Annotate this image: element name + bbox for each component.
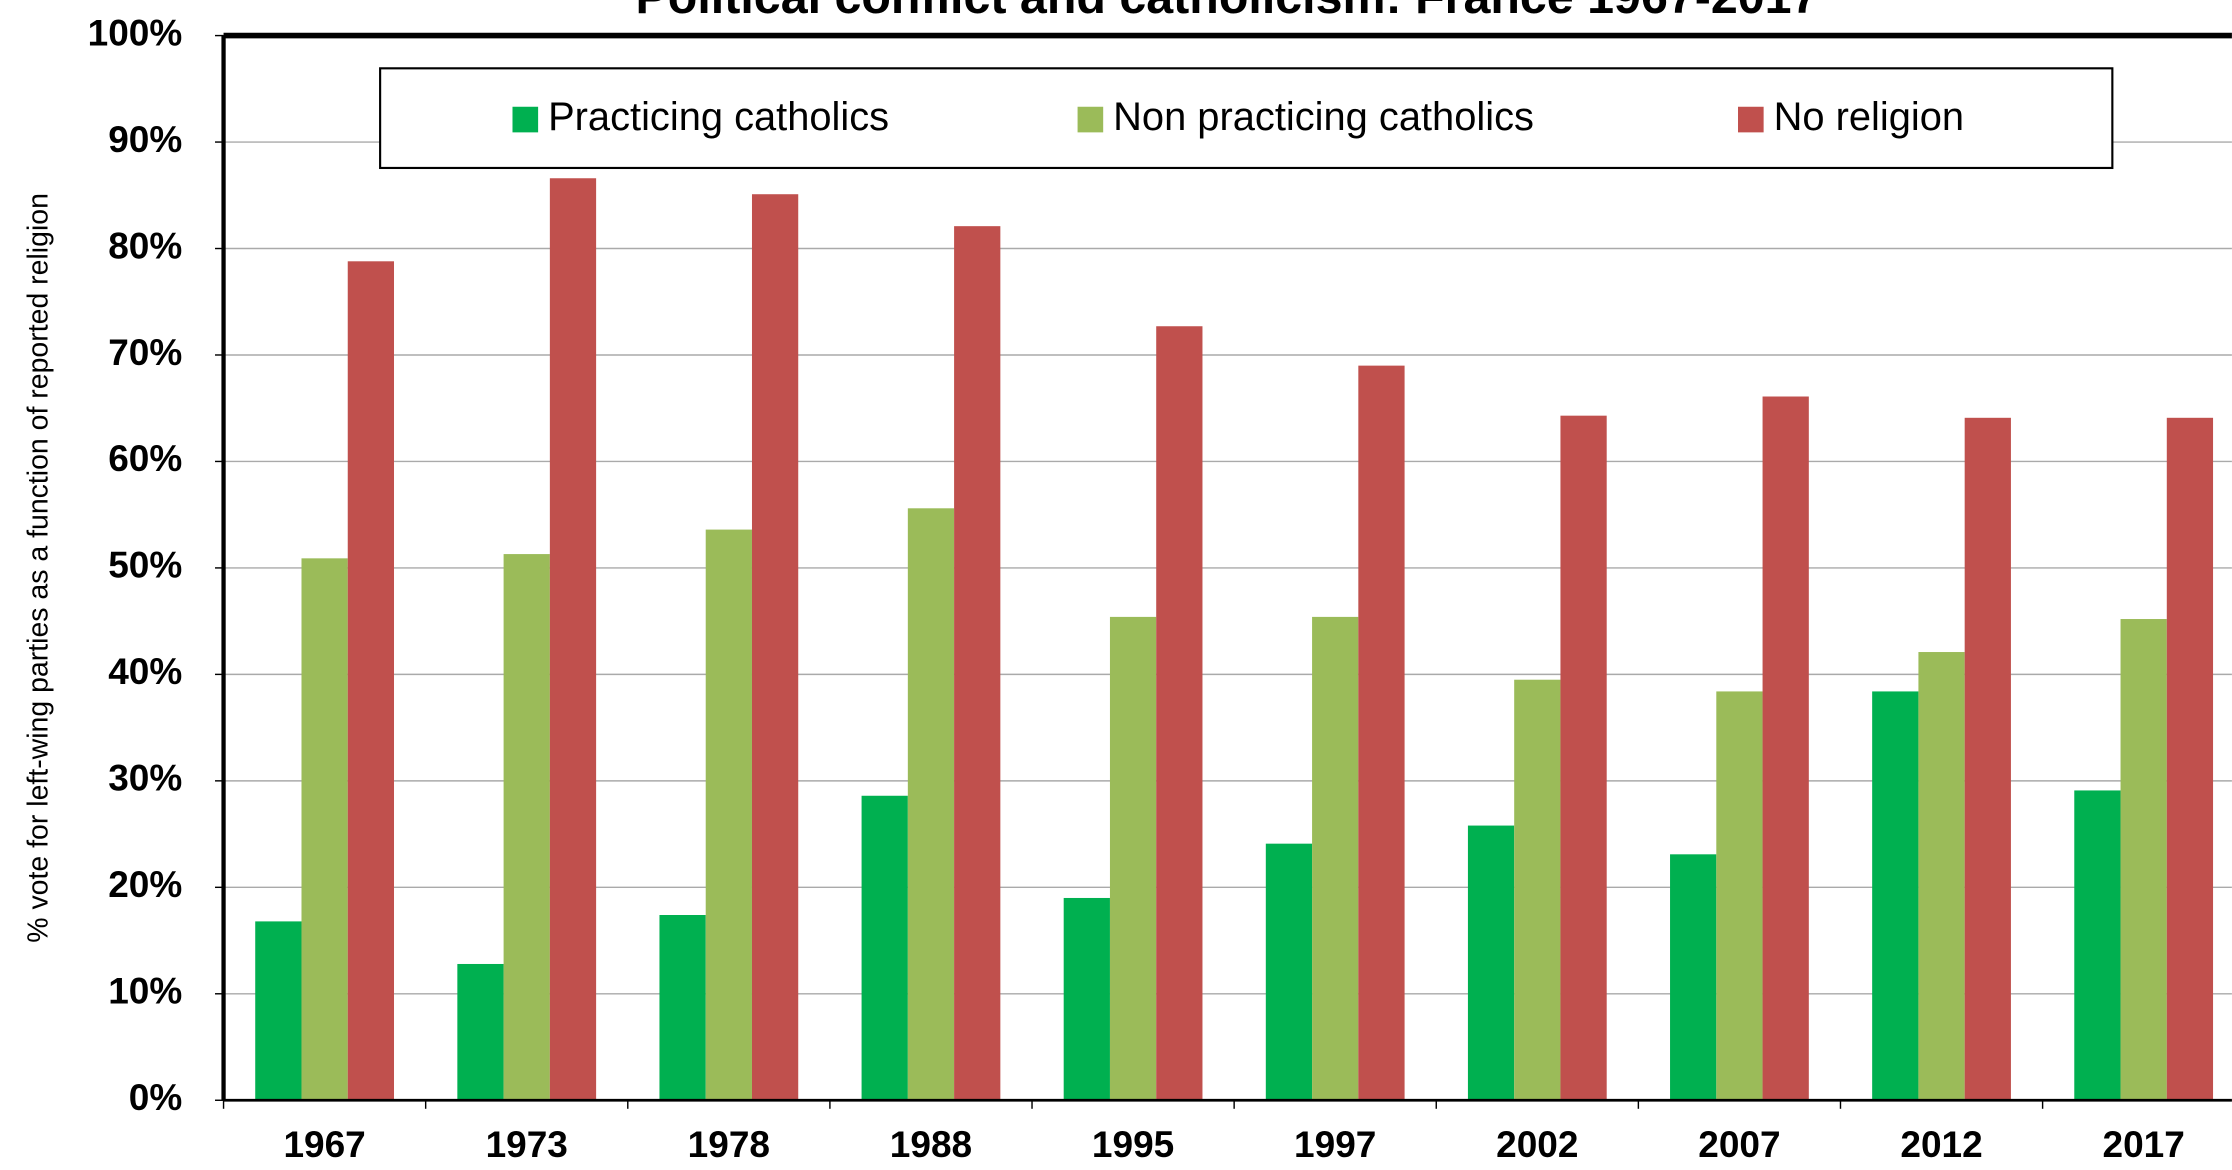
bar — [2074, 790, 2121, 1101]
bar — [1560, 415, 1607, 1101]
bar — [457, 963, 504, 1101]
bar — [255, 921, 302, 1101]
legend-label: No religion — [1774, 95, 1964, 139]
bar — [2120, 619, 2167, 1101]
x-tick-label: 1967 — [283, 1124, 365, 1165]
bar — [503, 554, 550, 1101]
legend-swatch — [512, 106, 539, 133]
bar — [1312, 616, 1359, 1101]
bar — [347, 261, 395, 1101]
y-tick-label: 0% — [129, 1077, 182, 1118]
bar — [1156, 326, 1203, 1101]
legend-swatch — [1738, 106, 1764, 133]
x-tick-label: 2007 — [1698, 1124, 1780, 1165]
bar — [861, 795, 908, 1101]
bar — [1762, 396, 1809, 1101]
y-tick-label: 60% — [108, 438, 182, 479]
y-tick-label: 20% — [108, 864, 182, 905]
chart-title: Political conflict and catholicism: Fran… — [636, 0, 1819, 24]
bar — [954, 226, 1001, 1101]
y-axis-label: % vote for left-wing parties as a functi… — [22, 193, 54, 943]
bar — [1716, 691, 1763, 1101]
y-tick-label: 30% — [108, 758, 182, 799]
legend-swatch — [1077, 106, 1104, 133]
bar — [1514, 679, 1561, 1101]
bar — [1109, 616, 1157, 1101]
bar — [705, 529, 752, 1101]
bar — [659, 915, 706, 1101]
x-tick-label: 1995 — [1092, 1124, 1174, 1165]
y-tick-label: 70% — [108, 332, 182, 373]
bar — [1872, 691, 1919, 1101]
bar — [751, 194, 799, 1101]
bar — [549, 178, 597, 1101]
y-tick-label: 90% — [108, 119, 182, 160]
x-tick-label: 1973 — [486, 1124, 568, 1165]
x-tick-label: 2002 — [1496, 1124, 1578, 1165]
legend-box — [379, 67, 2114, 170]
y-tick-label: 10% — [108, 971, 182, 1012]
y-tick-label: 40% — [108, 651, 182, 692]
x-tick-label: 2017 — [2103, 1124, 2185, 1165]
bar — [2166, 417, 2214, 1101]
y-tick-label: 50% — [108, 545, 182, 586]
y-tick-label: 100% — [88, 12, 183, 53]
bar — [1467, 825, 1515, 1101]
x-tick-label: 2012 — [1900, 1124, 1982, 1165]
bar — [301, 558, 348, 1101]
bar — [1358, 365, 1405, 1101]
x-tick-label: 1988 — [890, 1124, 972, 1165]
bar — [1918, 652, 1965, 1101]
bar — [1964, 417, 2011, 1101]
x-tick-label: 1997 — [1294, 1124, 1376, 1165]
bar — [1670, 854, 1717, 1101]
bar — [1063, 897, 1110, 1101]
bar — [1265, 843, 1313, 1101]
x-tick-label: 1978 — [688, 1124, 770, 1165]
y-tick-label: 80% — [108, 225, 182, 266]
bar — [907, 508, 955, 1101]
legend-label: Practicing catholics — [548, 95, 889, 139]
legend-label: Non practicing catholics — [1113, 95, 1534, 139]
